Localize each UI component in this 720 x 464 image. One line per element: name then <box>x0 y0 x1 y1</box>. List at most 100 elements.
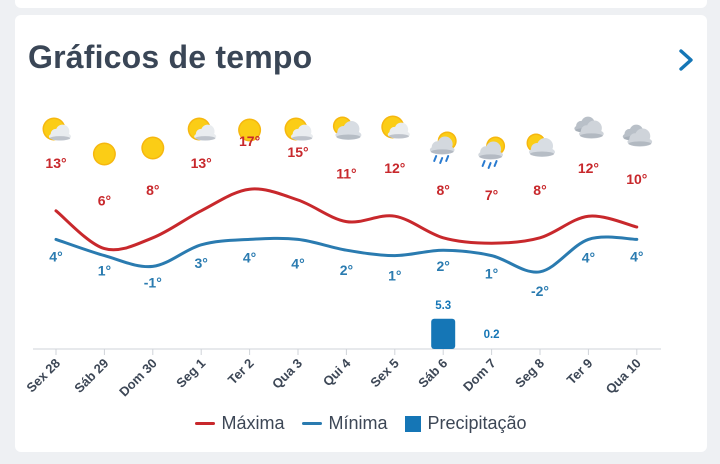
max-temp-label: 12° <box>578 160 599 176</box>
max-temp-line <box>54 187 639 252</box>
partly-cloudy-icon <box>332 116 362 140</box>
min-temp-label: 4° <box>49 248 62 264</box>
rain-drop <box>481 160 486 167</box>
min-temp-label: 4° <box>291 255 304 271</box>
cloud-puff <box>586 120 602 136</box>
sun-cloud-rain-icon <box>478 136 506 169</box>
top-strip <box>15 0 707 8</box>
x-tick-label: Sex 28 <box>23 356 63 396</box>
min-temp-label: 1° <box>98 263 111 279</box>
cloud-puff <box>485 141 502 157</box>
cloud-shade <box>580 133 603 139</box>
legend-min-label: Mínima <box>328 413 388 433</box>
max-temp-label: 12° <box>384 160 405 176</box>
x-tick-label: Qua 3 <box>269 356 305 392</box>
sun-cloud-rain-icon <box>429 131 457 164</box>
rain-drop <box>445 155 450 162</box>
legend-max-label: Máxima <box>221 413 285 433</box>
rain-drop <box>439 157 444 164</box>
partly-sunny-icon <box>284 117 314 141</box>
legend-max-swatch <box>195 422 216 425</box>
max-temp-label: 6° <box>98 193 111 209</box>
cloud-puff <box>297 124 312 139</box>
cloud-puff <box>343 121 360 137</box>
max-temp-label: 13° <box>45 155 66 171</box>
x-tick-label: Dom 30 <box>116 356 160 400</box>
cloud-puff <box>200 124 215 139</box>
cloud-shade <box>49 136 71 141</box>
cloud-shade <box>628 141 652 147</box>
x-tick-label: Sáb 29 <box>71 356 111 396</box>
min-temp-line <box>54 235 639 274</box>
max-temp-label: 8° <box>146 182 159 198</box>
rain-drop <box>487 162 492 169</box>
min-temp-label: 1° <box>388 268 401 284</box>
cloud-puff <box>437 136 453 152</box>
max-temp-label: 8° <box>533 182 546 198</box>
x-tick-label: Sáb 6 <box>415 356 450 391</box>
max-temp-label: 15° <box>287 144 308 160</box>
sun-disc <box>239 120 260 140</box>
sun-icon <box>92 142 116 166</box>
x-tick-label: Seg 8 <box>512 356 547 391</box>
sun-icon <box>141 136 165 160</box>
cloud-shade <box>479 154 502 160</box>
x-tick-label: Dom 7 <box>460 356 499 395</box>
weather-chart: 13° 6° 8° 13° 17° 15° 11° 12° 8° 7° 8° 12° 10° 4° 1° -1… <box>23 115 661 400</box>
min-temp-label: 4° <box>582 249 595 265</box>
min-temp-label: -1° <box>144 274 162 290</box>
rain-drop <box>493 160 498 167</box>
min-temp-label: 2° <box>437 258 450 274</box>
x-tick-label: Qua 10 <box>603 356 644 397</box>
chart-legend: Máxima Mínima Precipitação <box>15 413 707 434</box>
cloudy-icon <box>622 124 653 147</box>
x-tick-label: Ter 2 <box>225 356 257 388</box>
weather-chart-card: Gráficos de tempo 13° 6° 8° 13° 17° 15° 11° 12°… <box>15 15 707 452</box>
cloud-shade <box>430 149 454 155</box>
cloud-shade <box>336 134 361 140</box>
max-temp-label: 17° <box>239 133 260 149</box>
min-temp-label: 4° <box>243 249 256 265</box>
min-temp-label: -2° <box>531 283 549 299</box>
cloud-shade <box>291 136 313 141</box>
x-tick-label: Qui 4 <box>320 355 354 389</box>
legend-max[interactable]: Máxima <box>195 413 284 434</box>
cloud-shade <box>530 151 554 157</box>
cloud-shade <box>388 134 409 139</box>
min-temp-label: 1° <box>485 266 498 282</box>
legend-precip[interactable]: Precipitação <box>405 413 527 434</box>
sun-disc <box>142 138 163 158</box>
precip-label: 5.3 <box>435 300 451 312</box>
min-temp-label: 4° <box>630 248 643 264</box>
legend-min[interactable]: Mínima <box>302 413 387 434</box>
min-temp-label: 2° <box>340 262 353 278</box>
cloud-puff <box>537 138 553 154</box>
max-temp-label: 11° <box>336 166 356 182</box>
partly-sunny-icon <box>381 115 410 139</box>
cloud-puff <box>635 128 651 144</box>
rain-drop <box>433 155 438 162</box>
partly-cloudy-icon <box>526 133 555 157</box>
min-temp-label: 3° <box>195 255 208 271</box>
cloud-shade <box>195 136 216 141</box>
sun-disc <box>94 144 115 164</box>
legend-min-swatch <box>302 422 323 425</box>
legend-precip-swatch <box>405 415 422 432</box>
partly-sunny-icon <box>187 117 217 141</box>
cloud-puff <box>55 124 70 139</box>
page-title: Gráficos de tempo <box>28 39 313 75</box>
max-temp-label: 8° <box>437 182 450 198</box>
precip-label: 0.2 <box>484 329 500 341</box>
x-tick-label: Ter 9 <box>564 356 596 388</box>
sun-icon <box>238 118 262 142</box>
legend-precip-label: Precipitação <box>427 413 527 433</box>
x-tick-label: Seg 1 <box>173 356 208 391</box>
chevron-right-icon[interactable] <box>675 47 697 73</box>
partly-sunny-icon <box>42 117 72 141</box>
cloudy-icon <box>574 116 604 139</box>
max-temp-label: 10° <box>626 171 647 187</box>
x-tick-label: Sex 5 <box>367 356 402 391</box>
cloud-puff <box>394 122 409 137</box>
max-temp-label: 7° <box>485 187 498 203</box>
precip-bar <box>431 318 456 349</box>
